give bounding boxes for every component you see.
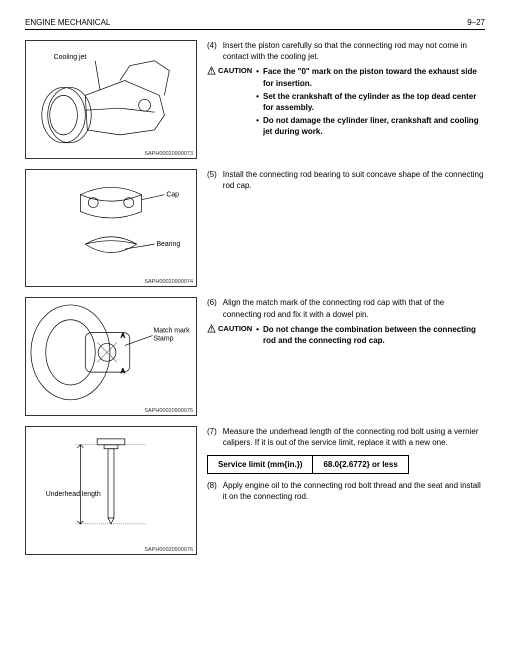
page-header: ENGINE MECHANICAL 9–27: [25, 18, 485, 30]
step-8: (8) Apply engine oil to the connecting r…: [207, 480, 485, 502]
label-bearing: Bearing: [156, 241, 180, 248]
label-match-mark: Match mark: [153, 328, 190, 335]
step-5: (5) Install the connecting rod bearing t…: [207, 169, 485, 191]
step-6-text: Align the match mark of the connecting r…: [223, 297, 485, 319]
header-title: ENGINE MECHANICAL: [25, 18, 110, 27]
step-4-num: (4): [207, 40, 217, 62]
figure-cooling-jet: Cooling jet SAPH00020900073: [25, 40, 197, 159]
service-value: 68.0{2.6772} or less: [313, 455, 408, 473]
row-4: Underhead length SAPH00020900076 (7) Mea…: [25, 426, 485, 555]
figure-id-2: SAPH00020900074: [26, 278, 196, 286]
caution-label-1: ! CAUTION: [207, 66, 252, 139]
step-6: (6) Align the match mark of the connecti…: [207, 297, 485, 319]
svg-text:A: A: [121, 334, 125, 340]
caution-2: ! CAUTION Do not change the combination …: [207, 324, 485, 348]
caution-label-2: ! CAUTION: [207, 324, 252, 348]
row-2: Cap Bearing SAPH00020900074 (5) Install …: [25, 169, 485, 288]
step-7-text: Measure the underhead length of the conn…: [223, 426, 485, 448]
bullet-icon: [256, 324, 259, 346]
svg-text:!: !: [211, 327, 213, 333]
figure-bolt: Underhead length SAPH00020900076: [25, 426, 197, 555]
text-block-1: (4) Insert the piston carefully so that …: [207, 40, 485, 140]
caution-1-bullets: Face the "0" mark on the piston toward t…: [256, 66, 485, 139]
caution-1-b3: Do not damage the cylinder liner, cranks…: [263, 115, 485, 137]
warning-icon: !: [207, 324, 216, 333]
step-4-text: Insert the piston carefully so that the …: [223, 40, 485, 62]
label-stamp: Stamp: [153, 336, 173, 343]
step-7-num: (7): [207, 426, 217, 448]
bullet-icon: [256, 115, 259, 137]
caution-1-b2: Set the crankshaft of the cylinder as th…: [263, 91, 485, 113]
figure-id-3: SAPH00020900075: [26, 407, 196, 415]
label-cooling-jet: Cooling jet: [54, 54, 87, 61]
service-limit-table: Service limit (mm{in.}) 68.0{2.6772} or …: [207, 455, 409, 474]
bullet-icon: [256, 91, 259, 113]
bullet-icon: [256, 66, 259, 88]
svg-text:A: A: [121, 370, 125, 376]
header-page: 9–27: [467, 18, 485, 27]
warning-icon: !: [207, 66, 216, 75]
figure-id-4: SAPH00020900076: [26, 546, 196, 554]
label-cap: Cap: [166, 191, 179, 198]
text-block-2: (5) Install the connecting rod bearing t…: [207, 169, 485, 195]
caution-2-bullets: Do not change the combination between th…: [256, 324, 485, 348]
label-underhead: Underhead length: [46, 491, 101, 498]
step-5-text: Install the connecting rod bearing to su…: [223, 169, 485, 191]
caution-1-b1: Face the "0" mark on the piston toward t…: [263, 66, 485, 88]
row-1: Cooling jet SAPH00020900073 (4) Insert t…: [25, 40, 485, 159]
caution-2-b1: Do not change the combination between th…: [263, 324, 485, 346]
step-5-num: (5): [207, 169, 217, 191]
text-block-4: (7) Measure the underhead length of the …: [207, 426, 485, 506]
row-3: A A Match mark Stamp SAPH00020900075 (6)…: [25, 297, 485, 416]
step-4: (4) Insert the piston carefully so that …: [207, 40, 485, 62]
step-6-num: (6): [207, 297, 217, 319]
figure-cap-bearing: Cap Bearing SAPH00020900074: [25, 169, 197, 288]
figure-match-mark: A A Match mark Stamp SAPH00020900075: [25, 297, 197, 416]
service-label: Service limit (mm{in.}): [208, 455, 313, 473]
step-8-num: (8): [207, 480, 217, 502]
step-7: (7) Measure the underhead length of the …: [207, 426, 485, 448]
text-block-3: (6) Align the match mark of the connecti…: [207, 297, 485, 348]
step-8-text: Apply engine oil to the connecting rod b…: [223, 480, 485, 502]
figure-id-1: SAPH00020900073: [26, 150, 196, 158]
svg-text:!: !: [211, 70, 213, 76]
caution-1: ! CAUTION Face the "0" mark on the pisto…: [207, 66, 485, 139]
